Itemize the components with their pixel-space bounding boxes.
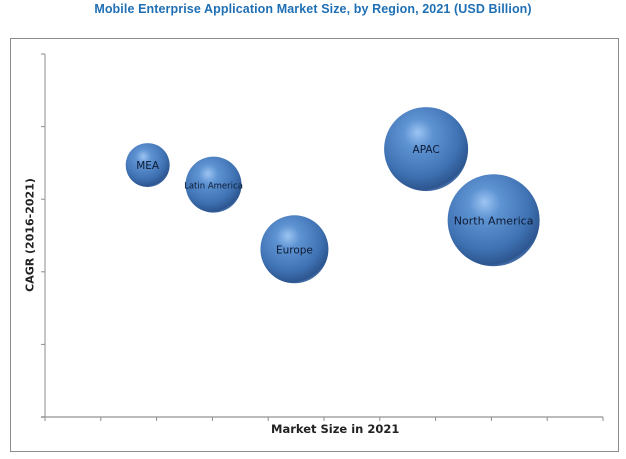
chart-frame	[10, 38, 619, 452]
bubble-group-europe: Europe	[260, 215, 329, 284]
bubble-north-america[interactable]	[447, 174, 540, 267]
bubble-group-north-america: North America	[447, 174, 540, 267]
bubble-label-north-america: North America	[454, 214, 534, 227]
bubble-label-apac: APAC	[413, 144, 440, 156]
x-axis-label: Market Size in 2021	[271, 422, 400, 436]
y-axis-label: CAGR (2016-2021)	[23, 178, 37, 292]
chart-title: Mobile Enterprise Application Market Siz…	[94, 2, 532, 16]
bubble-group-latin-america: Latin America	[184, 156, 243, 213]
bubble-label-latin-america: Latin America	[184, 182, 243, 192]
bubble-apac[interactable]	[384, 107, 469, 192]
bubble-latin-america[interactable]	[185, 156, 242, 213]
bubble-europe[interactable]	[260, 215, 329, 284]
bubble-mea[interactable]	[125, 143, 170, 188]
bubble-group-mea: MEA	[125, 143, 170, 188]
bubble-label-europe: Europe	[276, 244, 313, 256]
bubble-group-apac: APAC	[384, 107, 469, 192]
bubble-label-mea: MEA	[136, 160, 160, 172]
